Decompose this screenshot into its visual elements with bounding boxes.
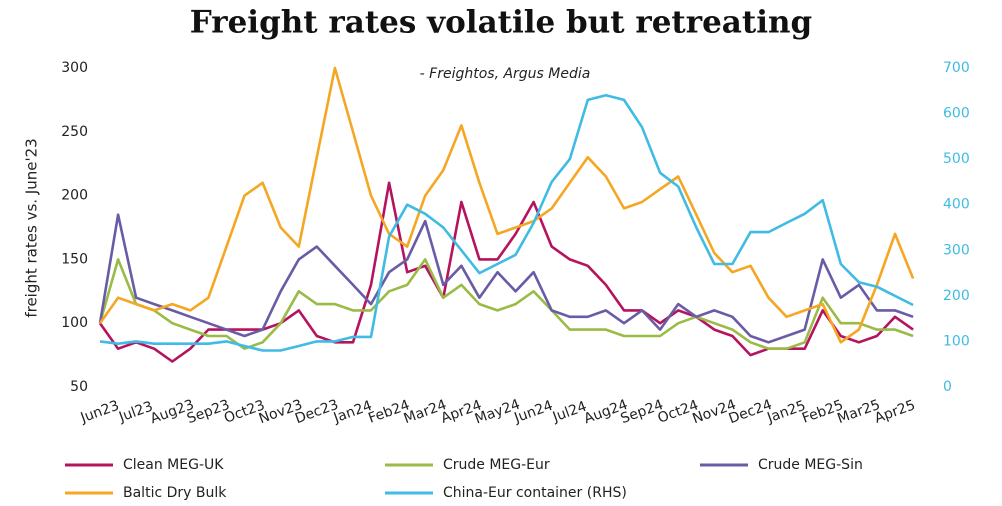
series-line [98,213,914,344]
legend-label: Crude MEG-Eur [443,457,550,473]
x-tick-label: Jun23 [78,398,122,427]
y-tick-label: 150 [61,251,88,267]
x-tick-label: Apr25 [873,397,918,426]
legend-label: China-Eur container (RHS) [443,485,627,501]
y-tick-label: 50 [70,379,88,395]
chart-subtitle: - Freightos, Argus Media [420,66,591,82]
y2-tick-label: 0 [943,379,952,395]
y2-tick-label: 500 [943,151,970,167]
series-line [98,66,915,344]
chart-title: Freight rates volatile but retreating [190,5,812,41]
series-line [98,258,914,350]
y2-tick-label: 600 [943,106,970,122]
legend-label: Baltic Dry Bulk [123,485,227,501]
y2-tick-label: 700 [943,60,970,76]
y2-tick-label: 300 [943,242,970,258]
y-tick-label: 100 [61,315,88,331]
y-tick-label: 200 [61,188,88,204]
y2-tick-label: 200 [943,288,970,304]
y2-tick-label: 400 [943,197,970,213]
y-tick-label: 300 [61,60,88,76]
y2-tick-label: 100 [943,333,970,349]
legend-label: Crude MEG-Sin [758,457,863,473]
series-line [99,94,914,352]
legend-label: Clean MEG-UK [123,457,224,473]
y-axis-label: freight rates vs. June'23 [23,138,41,317]
y-tick-label: 250 [61,124,88,140]
